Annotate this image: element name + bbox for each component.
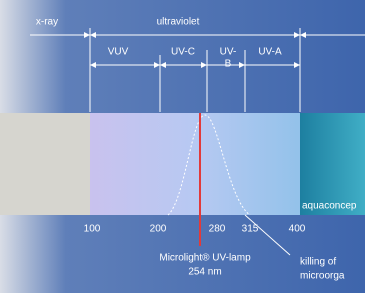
effect-label: killing of — [300, 257, 336, 268]
band-label: UV- — [220, 47, 237, 58]
diagram: x-ray ultraviolet VUV UV-C UV- B UV-A aq… — [0, 0, 365, 293]
region-label: ultraviolet — [157, 17, 200, 28]
scale-label: 280 — [209, 224, 226, 235]
band-label: UV-A — [258, 47, 282, 58]
band-label: B — [225, 59, 232, 70]
page: x-ray ultraviolet VUV UV-C UV- B UV-A aq… — [0, 0, 365, 293]
band-label: UV-C — [171, 47, 195, 58]
lamp-wavelength: 254 nm — [188, 267, 221, 278]
scale-label: 315 — [242, 224, 259, 235]
brand-label: aquaconcep — [302, 201, 357, 212]
region-label: x-ray — [36, 17, 58, 28]
effect-label: microorga — [300, 271, 345, 282]
scale-label: 400 — [289, 224, 306, 235]
scale-label: 100 — [84, 224, 101, 235]
scale-label: 200 — [150, 224, 167, 235]
lamp-label: Microlight® UV-lamp — [159, 253, 251, 264]
band-label: VUV — [108, 47, 129, 58]
